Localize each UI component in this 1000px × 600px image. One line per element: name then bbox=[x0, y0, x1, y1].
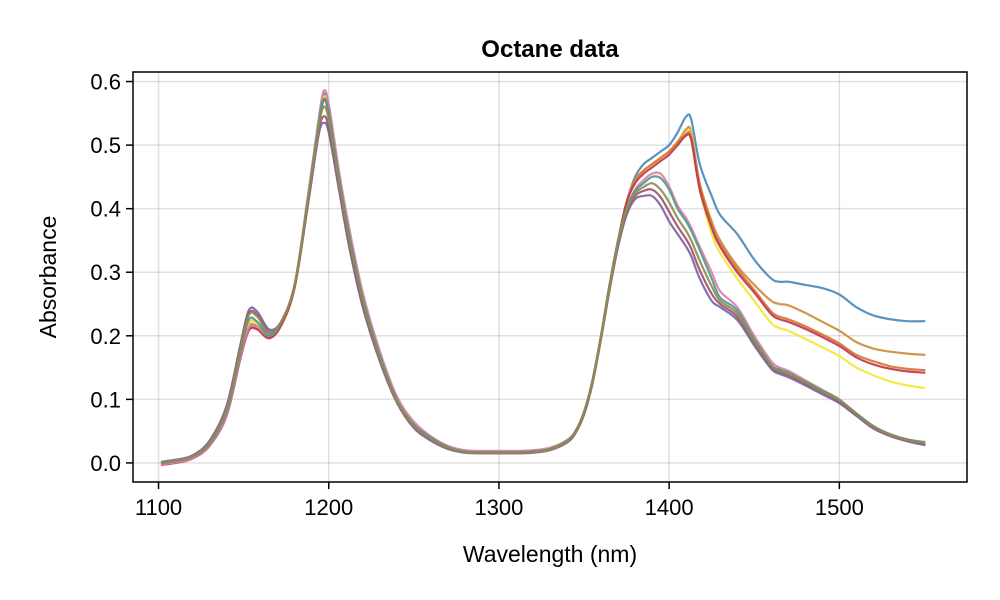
y-tick-label: 0.6 bbox=[90, 70, 121, 95]
y-axis-label: Absorbance bbox=[35, 216, 61, 339]
y-tick-label: 0.2 bbox=[90, 324, 121, 349]
x-axis-ticks: 1100 1200 1300 1400 1500 bbox=[135, 482, 864, 520]
plot-frame bbox=[132, 71, 968, 483]
x-tick-label: 1100 bbox=[135, 495, 182, 520]
y-tick-label: 0.4 bbox=[90, 197, 121, 222]
chart-title: Octane data bbox=[481, 36, 619, 63]
series-lines bbox=[160, 88, 926, 466]
x-tick-label: 1300 bbox=[474, 495, 523, 520]
series-line-10 bbox=[160, 105, 926, 464]
x-axis-label: Wavelength (nm) bbox=[463, 541, 637, 567]
x-tick-label: 1200 bbox=[304, 495, 353, 520]
x-tick-label: 1500 bbox=[815, 495, 864, 520]
y-tick-label: 0.0 bbox=[90, 451, 121, 476]
y-tick-label: 0.5 bbox=[90, 133, 121, 158]
y-tick-label: 0.3 bbox=[90, 260, 121, 285]
y-tick-label: 0.1 bbox=[90, 387, 121, 412]
y-axis-ticks: 0.0 0.1 0.2 0.3 0.4 0.5 0.6 bbox=[90, 70, 133, 476]
x-tick-label: 1400 bbox=[645, 495, 694, 520]
